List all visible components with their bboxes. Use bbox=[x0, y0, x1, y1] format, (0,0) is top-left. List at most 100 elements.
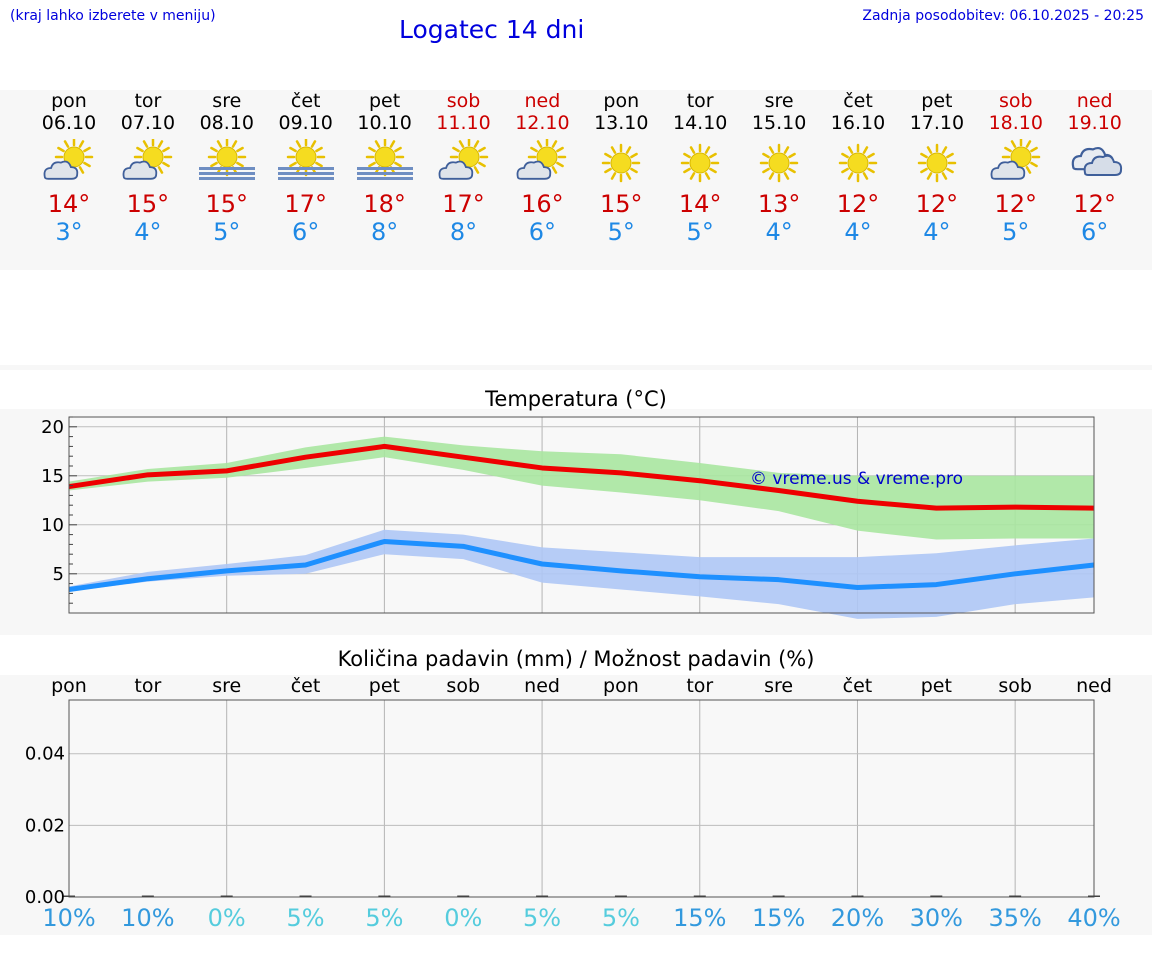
max-temperature: 15° bbox=[205, 190, 249, 218]
precipitation-bar bbox=[63, 895, 75, 897]
day-column: čet 16.10 12° 4° bbox=[818, 90, 898, 246]
max-temperature: 17° bbox=[442, 190, 485, 218]
day-name: sob bbox=[446, 90, 481, 112]
precipitation-bar bbox=[614, 895, 627, 897]
max-temperature: 12° bbox=[915, 190, 959, 218]
precipitation-probability: 0% bbox=[208, 904, 246, 932]
sun-cloud-icon bbox=[516, 139, 567, 180]
day-column: pet 10.10 18° 8° bbox=[345, 90, 425, 246]
precipitation-bar bbox=[1088, 895, 1100, 897]
min-temperature: 4° bbox=[844, 218, 872, 246]
day-date: 18.10 bbox=[988, 112, 1043, 134]
divider bbox=[0, 365, 1152, 370]
day-column: tor 14.10 14° 5° bbox=[660, 90, 740, 246]
sun-cloud-icon bbox=[990, 139, 1041, 180]
day-column: ned 12.10 16° 6° bbox=[502, 90, 582, 246]
precipitation-bar bbox=[772, 895, 785, 897]
precipitation-probability: 5% bbox=[602, 904, 640, 932]
day-label: tor bbox=[686, 675, 713, 697]
day-label: sob bbox=[998, 675, 1032, 697]
sun-icon bbox=[602, 143, 641, 183]
min-temperature: 4° bbox=[923, 218, 951, 246]
min-temperature: 5° bbox=[1002, 218, 1030, 246]
precipitation-bar bbox=[1009, 895, 1022, 897]
day-name: pon bbox=[603, 90, 640, 112]
min-temperature: 5° bbox=[607, 218, 635, 246]
day-date: 17.10 bbox=[909, 112, 965, 134]
y-tick-label: 10 bbox=[41, 515, 64, 536]
day-column: pet 17.10 12° 4° bbox=[897, 90, 977, 246]
min-temperature: 8° bbox=[449, 218, 478, 246]
day-name: ned bbox=[1076, 90, 1113, 112]
day-name: pet bbox=[921, 90, 953, 112]
day-label: ned bbox=[524, 675, 560, 697]
day-label: sre bbox=[212, 675, 241, 697]
day-name: ned bbox=[524, 90, 561, 112]
precipitation-probability: 30% bbox=[910, 904, 963, 932]
precipitation-bar bbox=[536, 895, 549, 897]
day-column: ned 19.10 12° 6° bbox=[1055, 90, 1135, 246]
max-temperature: 16° bbox=[521, 190, 564, 218]
min-temperature: 8° bbox=[370, 218, 399, 246]
sun-icon bbox=[917, 143, 957, 183]
precipitation-probability: 10% bbox=[121, 904, 174, 932]
day-date: 15.10 bbox=[751, 112, 807, 134]
plot-frame bbox=[68, 699, 1095, 898]
precipitation-bar bbox=[693, 895, 706, 897]
day-label: pon bbox=[603, 675, 639, 697]
day-column: čet 09.10 17° 6° bbox=[266, 90, 346, 246]
day-date: 09.10 bbox=[278, 112, 333, 134]
sun-fog-icon bbox=[198, 139, 255, 180]
precipitation-probability: 40% bbox=[1067, 904, 1120, 932]
day-label: sre bbox=[764, 675, 793, 697]
max-temperature: 12° bbox=[836, 190, 880, 218]
precipitation-probability: 10% bbox=[42, 904, 95, 932]
max-temperature-line bbox=[68, 443, 1095, 511]
precipitation-probability: 0% bbox=[444, 904, 482, 932]
day-date: 14.10 bbox=[672, 112, 728, 134]
day-column: sob 18.10 12° 5° bbox=[976, 90, 1056, 246]
day-column: sre 08.10 15° 5° bbox=[187, 90, 267, 246]
min-temperature: 5° bbox=[686, 218, 714, 246]
sun-fog-icon bbox=[356, 139, 413, 180]
max-range-band bbox=[69, 436, 1094, 540]
day-name: sre bbox=[764, 90, 794, 112]
y-tick-label: 15 bbox=[41, 466, 64, 487]
min-temperature: 6° bbox=[1081, 218, 1109, 246]
day-name: tor bbox=[686, 90, 714, 112]
day-label: sob bbox=[446, 675, 480, 697]
max-temperature: 12° bbox=[994, 190, 1038, 218]
day-column: pon 13.10 15° 5° bbox=[581, 90, 661, 246]
day-column: sre 15.10 13° 4° bbox=[739, 90, 819, 246]
sun-fog-icon bbox=[277, 139, 334, 180]
day-label: čet bbox=[291, 675, 321, 697]
day-label: pon bbox=[51, 675, 87, 697]
day-date: 10.10 bbox=[357, 112, 412, 134]
temperature-chart-title: Temperatura (°C) bbox=[485, 387, 667, 411]
day-name: sob bbox=[999, 90, 1033, 112]
day-date: 13.10 bbox=[594, 112, 649, 134]
day-name: čet bbox=[843, 90, 873, 112]
min-temperature: 6° bbox=[528, 218, 557, 246]
precipitation-probability: 35% bbox=[988, 904, 1041, 932]
day-name: čet bbox=[290, 90, 321, 112]
max-temperature: 12° bbox=[1073, 190, 1116, 218]
day-label: pet bbox=[921, 675, 952, 697]
plot-area bbox=[69, 700, 1094, 897]
day-date: 06.10 bbox=[41, 112, 97, 134]
day-date: 11.10 bbox=[436, 112, 491, 134]
y-tick-label: 0.00 bbox=[25, 887, 65, 908]
min-temperature: 5° bbox=[213, 218, 241, 246]
min-range-band bbox=[69, 529, 1094, 619]
precipitation-bar bbox=[930, 895, 943, 897]
day-name: tor bbox=[134, 90, 162, 112]
precipitation-bar bbox=[457, 895, 470, 897]
day-date: 07.10 bbox=[120, 112, 176, 134]
day-label: čet bbox=[843, 675, 873, 697]
precipitation-probability: 5% bbox=[365, 904, 403, 932]
forecast-background bbox=[0, 90, 1152, 270]
max-temperature: 15° bbox=[600, 190, 643, 218]
sun-icon bbox=[759, 143, 799, 183]
min-temperature: 3° bbox=[55, 218, 83, 246]
max-temperature: 17° bbox=[284, 190, 327, 218]
